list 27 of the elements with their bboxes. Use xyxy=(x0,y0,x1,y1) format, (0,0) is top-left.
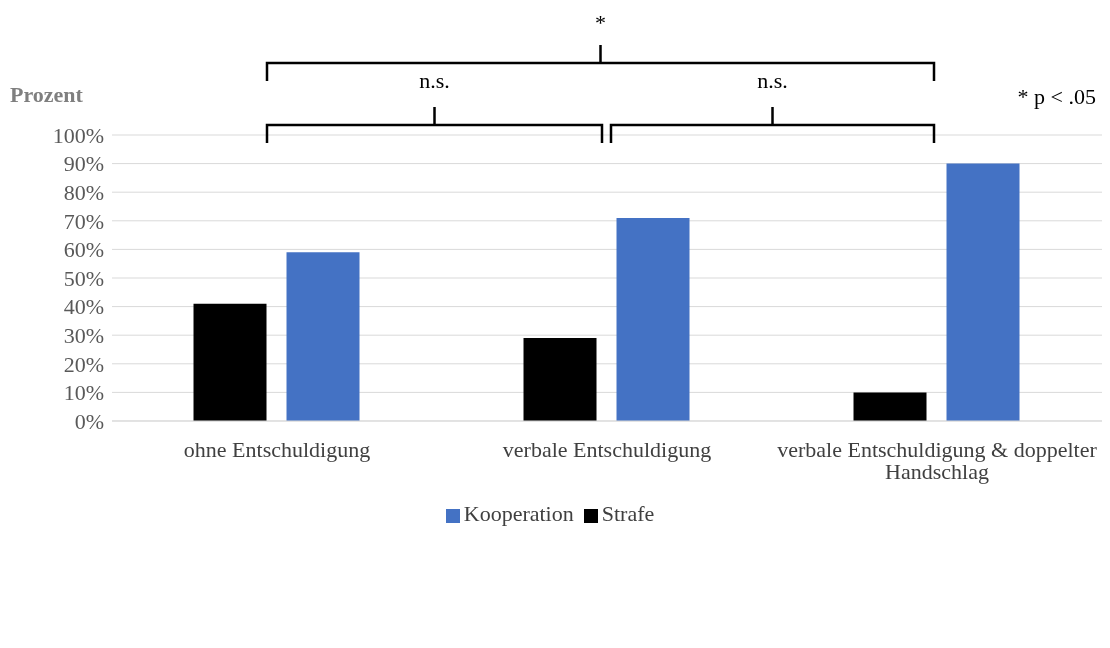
bar xyxy=(946,163,1020,421)
y-tick-label: 70% xyxy=(63,208,104,234)
y-tick-label: 60% xyxy=(63,237,104,263)
bar xyxy=(286,252,360,421)
y-tick-label: 10% xyxy=(63,380,104,406)
x-tick-label: ohne Entschuldigung xyxy=(183,436,371,462)
y-tick-label: 80% xyxy=(63,180,104,206)
legend-label: Strafe xyxy=(601,501,655,526)
y-tick-label: 20% xyxy=(63,351,104,377)
x-tick-label: verbale Entschuldigung & doppelter Handschlag xyxy=(777,436,1098,484)
y-tick-label: 50% xyxy=(63,265,104,291)
bar xyxy=(193,303,267,421)
y-axis-title: Prozent xyxy=(10,82,83,108)
bar xyxy=(616,217,690,421)
y-tick-label: 100% xyxy=(52,122,104,148)
text: * p < .05 xyxy=(1017,84,1096,109)
text: n.s. xyxy=(757,68,788,93)
y-tick-label: 90% xyxy=(63,151,104,177)
y-tick-label: 0% xyxy=(74,408,104,434)
y-tick-label: 30% xyxy=(63,323,104,349)
legend-label: Kooperation xyxy=(463,501,574,526)
text: * xyxy=(595,10,606,35)
bar xyxy=(853,392,927,421)
bar xyxy=(523,338,597,421)
x-tick-label: verbale Entschuldigung xyxy=(502,436,712,462)
text: n.s. xyxy=(419,68,450,93)
y-tick-label: 40% xyxy=(63,294,104,320)
